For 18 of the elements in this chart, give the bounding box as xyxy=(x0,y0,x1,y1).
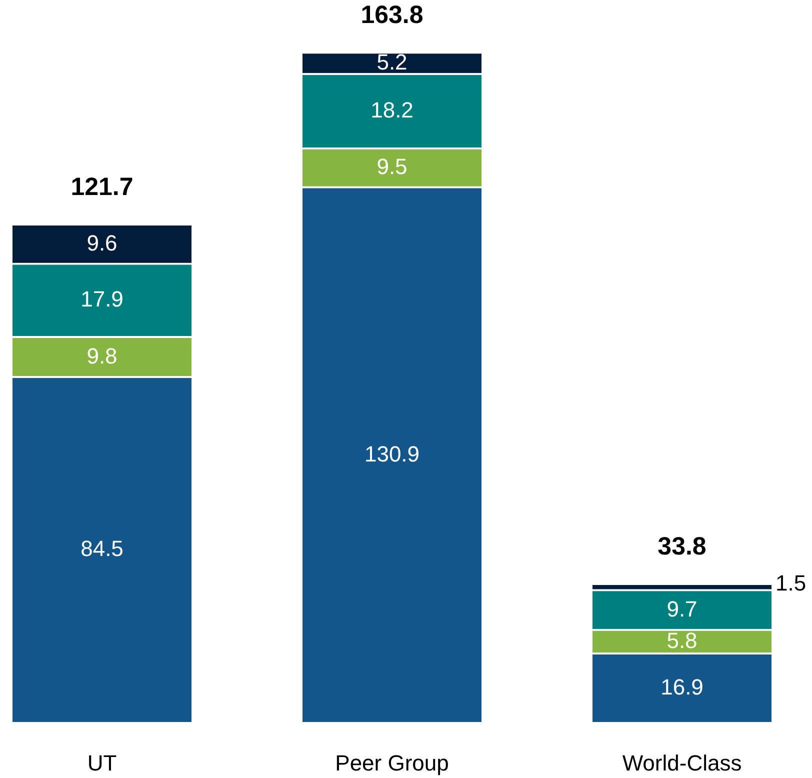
data-label: 9.6 xyxy=(86,230,118,256)
x-tick-label: Peer Group xyxy=(335,750,449,776)
data-label: 18.2 xyxy=(370,98,414,123)
x-tick-label: World-Class xyxy=(622,750,742,776)
x-tick-label: UT xyxy=(87,750,117,776)
data-label: 84.5 xyxy=(80,536,124,562)
data-label: 5.2 xyxy=(376,50,408,75)
data-label: 130.9 xyxy=(364,441,420,466)
data-label: 16.9 xyxy=(660,674,704,700)
data-label: 9.8 xyxy=(86,343,118,368)
data-label: 1.5 xyxy=(776,570,806,596)
data-label: 17.9 xyxy=(80,286,124,312)
total-label: 163.8 xyxy=(360,1,424,29)
data-label: 5.8 xyxy=(666,628,698,654)
total-label: 121.7 xyxy=(70,172,134,201)
total-label: 33.8 xyxy=(658,532,706,560)
data-label: 9.7 xyxy=(666,596,698,622)
data-label: 9.5 xyxy=(376,154,408,180)
